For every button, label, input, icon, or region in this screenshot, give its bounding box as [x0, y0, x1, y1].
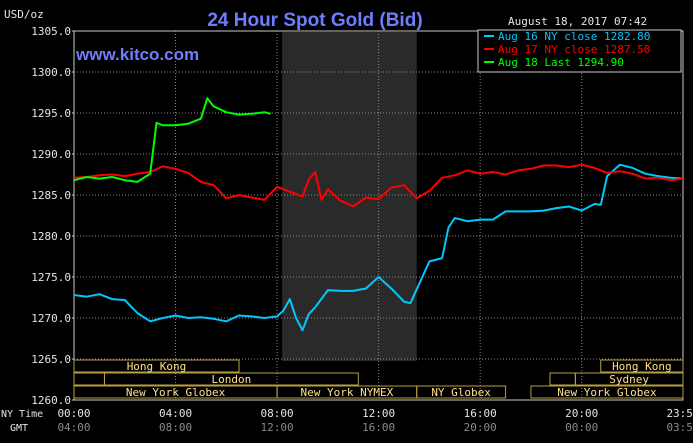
legend-label: Aug 18 Last 1294.90 — [498, 56, 624, 69]
series-line-1 — [73, 163, 684, 332]
y-tick-label: 1265.0 — [31, 353, 71, 366]
x-tick-label-ny: 04:00 — [159, 407, 192, 420]
x-tick-label-ny: 08:00 — [261, 407, 294, 420]
session-label: NY Globex — [431, 386, 491, 399]
y-tick-label: 1290.0 — [31, 148, 71, 161]
session-label: New York Globex — [126, 386, 226, 399]
gmt-label: GMT — [10, 423, 28, 434]
y-tick-label: 1260.0 — [31, 394, 71, 407]
x-tick-label-ny: 23:59 — [666, 407, 693, 420]
x-tick-label-gmt: 08:00 — [159, 421, 192, 434]
session-label: New York NYMEX — [301, 386, 394, 399]
y-tick-label: 1285.0 — [31, 189, 71, 202]
session-label: Hong Kong — [127, 360, 187, 373]
session-box — [530, 385, 684, 399]
legend-label: Aug 16 NY close 1282.80 — [498, 30, 650, 43]
units-label: USD/oz — [4, 8, 44, 21]
x-tick-label-gmt: 20:00 — [464, 421, 497, 434]
y-axis-ticks: 1305.0 1300.0 1295.0 1290.0 1285.0 1280.0 1275… — [31, 25, 74, 407]
y-tick-label: 1280.0 — [31, 230, 71, 243]
x-tick-label-gmt: 04:00 — [57, 421, 90, 434]
y-tick-label: 1305.0 — [31, 25, 71, 38]
x-tick-label-ny: 12:00 — [362, 407, 395, 420]
series-line-2 — [73, 163, 684, 208]
timestamp: August 18, 2017 07:42 — [508, 15, 647, 28]
x-tick-label-ny: 20:00 — [565, 407, 598, 420]
session-label: New York Globex — [557, 386, 657, 399]
x-tick-label-gmt: 03:59 — [666, 421, 693, 434]
nymex-shaded-region — [282, 32, 417, 361]
session-box — [73, 359, 240, 373]
x-tick-label-gmt: 16:00 — [362, 421, 395, 434]
session-box — [600, 359, 684, 373]
y-tick-label: 1300.0 — [31, 66, 71, 79]
x-axis-ticks: 00:0004:0008:0012:0016:0020:0023:5904:00… — [57, 407, 693, 434]
price-series — [73, 97, 684, 332]
session-box — [416, 385, 507, 399]
x-tick-label-gmt: 12:00 — [261, 421, 294, 434]
session-box — [574, 372, 684, 386]
session-label: London — [212, 373, 252, 386]
chart-title: 24 Hour Spot Gold (Bid) — [207, 10, 422, 31]
session-label: Sydney — [609, 373, 649, 386]
y-tick-label: 1270.0 — [31, 312, 71, 325]
watermark: www.kitco.com — [75, 45, 199, 64]
session-label: Hong Kong — [612, 360, 672, 373]
legend-label: Aug 17 NY close 1287.50 — [498, 43, 650, 56]
series-line-3 — [73, 97, 271, 183]
y-tick-label: 1275.0 — [31, 271, 71, 284]
x-tick-label-gmt: 00:00 — [565, 421, 598, 434]
x-tick-label-ny: 16:00 — [464, 407, 497, 420]
session-box — [103, 372, 359, 386]
ny-time-label: NY Time — [1, 409, 43, 420]
y-tick-label: 1295.0 — [31, 107, 71, 120]
legend-box — [477, 29, 682, 73]
x-tick-label-ny: 00:00 — [57, 407, 90, 420]
